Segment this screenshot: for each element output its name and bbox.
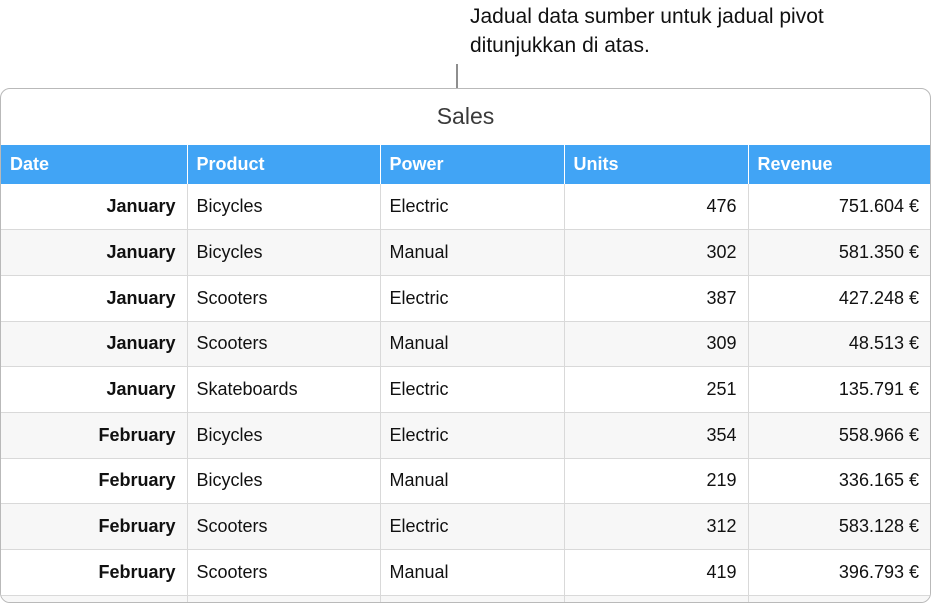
table-row: February Bicycles Manual 219 336.165 €: [1, 458, 930, 505]
cell-units[interactable]: 354: [564, 412, 749, 459]
cell-date[interactable]: January: [1, 184, 188, 231]
cell-product[interactable]: Scooters: [187, 503, 381, 550]
header-power[interactable]: Power: [380, 145, 565, 184]
header-date[interactable]: Date: [1, 145, 188, 184]
table-row: January Scooters Electric 387 427.248 €: [1, 275, 930, 322]
cell-date[interactable]: February: [1, 503, 188, 550]
cell-power: [380, 595, 565, 602]
cell-power[interactable]: Electric: [380, 275, 565, 322]
cell-units[interactable]: 419: [564, 549, 749, 596]
cell-units[interactable]: 302: [564, 229, 749, 276]
cell-units[interactable]: 251: [564, 366, 749, 413]
table-row: January Bicycles Electric 476 751.604 €: [1, 184, 930, 231]
cell-power[interactable]: Electric: [380, 184, 565, 231]
cell-date[interactable]: January: [1, 275, 188, 322]
cell-power[interactable]: Electric: [380, 412, 565, 459]
table-frame: Sales Date Product Power Units Revenue: [0, 88, 931, 603]
table-row: February Bicycles Electric 354 558.966 €: [1, 412, 930, 459]
cell-units[interactable]: 219: [564, 458, 749, 505]
header-product[interactable]: Product: [187, 145, 381, 184]
header-units[interactable]: Units: [564, 145, 749, 184]
callout-connector-line: [456, 64, 458, 88]
table-row: February Scooters Electric 312 583.128 €: [1, 503, 930, 550]
table-row: January Skateboards Electric 251 135.791…: [1, 366, 930, 413]
cell-date: [1, 595, 188, 602]
cell-units[interactable]: 387: [564, 275, 749, 322]
cell-power[interactable]: Manual: [380, 549, 565, 596]
cell-units[interactable]: 476: [564, 184, 749, 231]
cell-product[interactable]: Scooters: [187, 321, 381, 368]
cell-revenue: [748, 595, 930, 602]
cell-date[interactable]: January: [1, 321, 188, 368]
cell-product[interactable]: Scooters: [187, 549, 381, 596]
cell-product[interactable]: Bicycles: [187, 184, 381, 231]
partial-row: [1, 595, 930, 602]
cell-revenue[interactable]: 396.793 €: [748, 549, 930, 596]
cell-product[interactable]: Skateboards: [187, 366, 381, 413]
cell-product[interactable]: Bicycles: [187, 458, 381, 505]
table-row: February Scooters Manual 419 396.793 €: [1, 549, 930, 596]
cell-date[interactable]: February: [1, 549, 188, 596]
cell-date[interactable]: February: [1, 458, 188, 505]
table-row: January Scooters Manual 309 48.513 €: [1, 321, 930, 368]
cell-product[interactable]: Bicycles: [187, 412, 381, 459]
header-revenue[interactable]: Revenue: [748, 145, 930, 184]
callout-annotation-text: Jadual data sumber untuk jadual pivot di…: [470, 5, 824, 57]
cell-date[interactable]: February: [1, 412, 188, 459]
cell-product[interactable]: Scooters: [187, 275, 381, 322]
header-row: Date Product Power Units Revenue: [1, 145, 930, 184]
cell-date[interactable]: January: [1, 229, 188, 276]
cell-revenue[interactable]: 135.791 €: [748, 366, 930, 413]
source-data-table: Date Product Power Units Revenue January…: [1, 145, 930, 602]
cell-revenue[interactable]: 48.513 €: [748, 321, 930, 368]
table-row: January Bicycles Manual 302 581.350 €: [1, 229, 930, 276]
cell-units[interactable]: 312: [564, 503, 749, 550]
cell-power[interactable]: Manual: [380, 321, 565, 368]
cell-units[interactable]: 309: [564, 321, 749, 368]
cell-product[interactable]: Bicycles: [187, 229, 381, 276]
cell-revenue[interactable]: 427.248 €: [748, 275, 930, 322]
cell-power[interactable]: Electric: [380, 366, 565, 413]
cell-power[interactable]: Manual: [380, 229, 565, 276]
cell-revenue[interactable]: 751.604 €: [748, 184, 930, 231]
cell-revenue[interactable]: 558.966 €: [748, 412, 930, 459]
cell-revenue[interactable]: 583.128 €: [748, 503, 930, 550]
cell-power[interactable]: Electric: [380, 503, 565, 550]
table-title[interactable]: Sales: [436, 103, 495, 129]
cell-power[interactable]: Manual: [380, 458, 565, 505]
cell-revenue[interactable]: 336.165 €: [748, 458, 930, 505]
cell-revenue[interactable]: 581.350 €: [748, 229, 930, 276]
cell-units: [564, 595, 749, 602]
cell-product: [187, 595, 381, 602]
cell-date[interactable]: January: [1, 366, 188, 413]
